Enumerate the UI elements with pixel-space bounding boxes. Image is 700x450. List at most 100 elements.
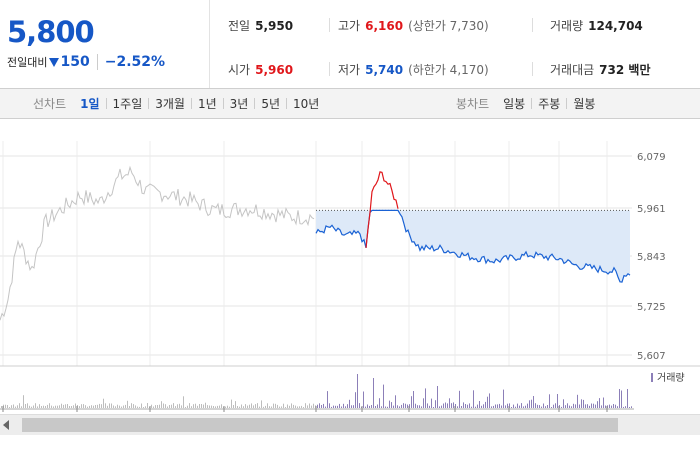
- volume-bar: [299, 406, 300, 408]
- volume-bar: [113, 405, 114, 408]
- tab-3year[interactable]: 3년: [229, 97, 249, 111]
- change-label: 전일대비: [7, 56, 48, 69]
- volume-bar: [611, 405, 612, 408]
- volume-label: 거래량: [550, 19, 584, 33]
- volume-bar: [105, 403, 106, 408]
- volume-bar: [417, 405, 418, 408]
- volume-bar: [19, 403, 20, 408]
- stat-open: 시가 5,960: [228, 61, 293, 78]
- volume-bar: [505, 405, 506, 408]
- volume-bar: [543, 403, 544, 408]
- volume-bar: [209, 405, 210, 408]
- volume-bar: [581, 399, 582, 408]
- volume-bar: [199, 404, 200, 408]
- volume-bar: [165, 404, 166, 408]
- volume-bar: [225, 406, 226, 408]
- volume-bar: [587, 404, 588, 408]
- volume-bar: [75, 403, 76, 408]
- tab-3month[interactable]: 3개월: [155, 97, 185, 111]
- volume-bar: [183, 396, 184, 408]
- volume-bar: [115, 406, 116, 408]
- volume-bar: [93, 405, 94, 408]
- volume-bar: [59, 405, 60, 408]
- volume-bar: [369, 405, 370, 408]
- volume-bar: [193, 404, 194, 408]
- stat-high: 고가 6,160 (상한가 7,730): [338, 17, 489, 34]
- volume-bar: [147, 403, 148, 408]
- volume-value: 124,704: [588, 19, 643, 33]
- volume-bar: [309, 403, 310, 408]
- volume-bar: [253, 405, 254, 408]
- open-label: 시가: [228, 63, 251, 77]
- volume-bar: [493, 405, 494, 408]
- volume-bar: [143, 407, 144, 408]
- tab-5year[interactable]: 5년: [261, 97, 281, 111]
- volume-bar: [475, 406, 476, 408]
- volume-bar: [203, 404, 204, 408]
- x-axis-ticks: [2, 406, 608, 412]
- prev-close-label: 전일: [228, 19, 251, 33]
- volume-bar: [597, 401, 598, 408]
- volume-bar: [527, 403, 528, 408]
- volume-bar: [341, 406, 342, 408]
- chart-scrollbar[interactable]: [0, 414, 700, 435]
- volume-bar: [81, 404, 82, 408]
- down-triangle-icon: [49, 57, 60, 67]
- volume-bar: [349, 399, 350, 408]
- volume-bar: [313, 403, 314, 408]
- volume-bar: [37, 406, 38, 408]
- volume-bar: [175, 406, 176, 408]
- divider: [531, 98, 533, 109]
- scroll-thumb[interactable]: [22, 418, 618, 432]
- volume-bar: [285, 407, 286, 408]
- volume-bar: [365, 406, 366, 408]
- volume-bar: [1, 406, 2, 408]
- volume-bar: [153, 406, 154, 408]
- volume-bar: [65, 404, 66, 408]
- volume-bar: [73, 405, 74, 408]
- volume-bar: [601, 405, 602, 408]
- volume-bar: [17, 405, 18, 408]
- volume-bar: [127, 400, 128, 408]
- volume-bar: [623, 406, 624, 408]
- volume-bar: [477, 404, 478, 408]
- tab-1year[interactable]: 1년: [197, 97, 217, 111]
- volume-bar: [43, 405, 44, 408]
- volume-bar: [489, 393, 490, 408]
- volume-bar: [55, 405, 56, 408]
- stat-amount: 거래대금 732 백만: [550, 61, 650, 78]
- volume-bar: [613, 404, 614, 408]
- volume-bar: [273, 403, 274, 408]
- volume-bar: [307, 405, 308, 408]
- scroll-left-arrow-icon[interactable]: [3, 420, 9, 430]
- volume-bar: [529, 400, 530, 408]
- volume-bar: [331, 406, 332, 408]
- volume-bar: [517, 403, 518, 408]
- volume-bar: [311, 405, 312, 408]
- intraday-price-chart[interactable]: 6,079 5,961 5,843 5,725 5,607 거래량: [0, 119, 700, 414]
- volume-bar: [241, 404, 242, 408]
- volume-bar: [415, 403, 416, 408]
- volume-bar: [287, 404, 288, 408]
- volume-bar: [447, 403, 448, 408]
- volume-bar: [201, 404, 202, 408]
- tab-weekly-candle[interactable]: 주봉: [538, 97, 561, 111]
- volume-bar: [387, 406, 388, 408]
- low-value: 5,740: [365, 63, 404, 77]
- volume-bar: [207, 405, 208, 408]
- tab-monthly-candle[interactable]: 월봉: [573, 97, 596, 111]
- volume-bar: [185, 407, 186, 408]
- divider: [148, 98, 150, 109]
- volume-bar: [595, 404, 596, 408]
- tab-10year[interactable]: 10년: [293, 97, 320, 111]
- volume-bar: [215, 406, 216, 408]
- volume-bar: [501, 405, 502, 408]
- volume-bar: [267, 403, 268, 408]
- tab-1day[interactable]: 1일: [80, 97, 100, 111]
- volume-bar: [277, 404, 278, 408]
- tab-1week[interactable]: 1주일: [112, 97, 143, 111]
- volume-bar: [561, 406, 562, 408]
- volume-bar: [513, 404, 514, 408]
- volume-bar: [247, 405, 248, 408]
- tab-daily-candle[interactable]: 일봉: [503, 97, 526, 111]
